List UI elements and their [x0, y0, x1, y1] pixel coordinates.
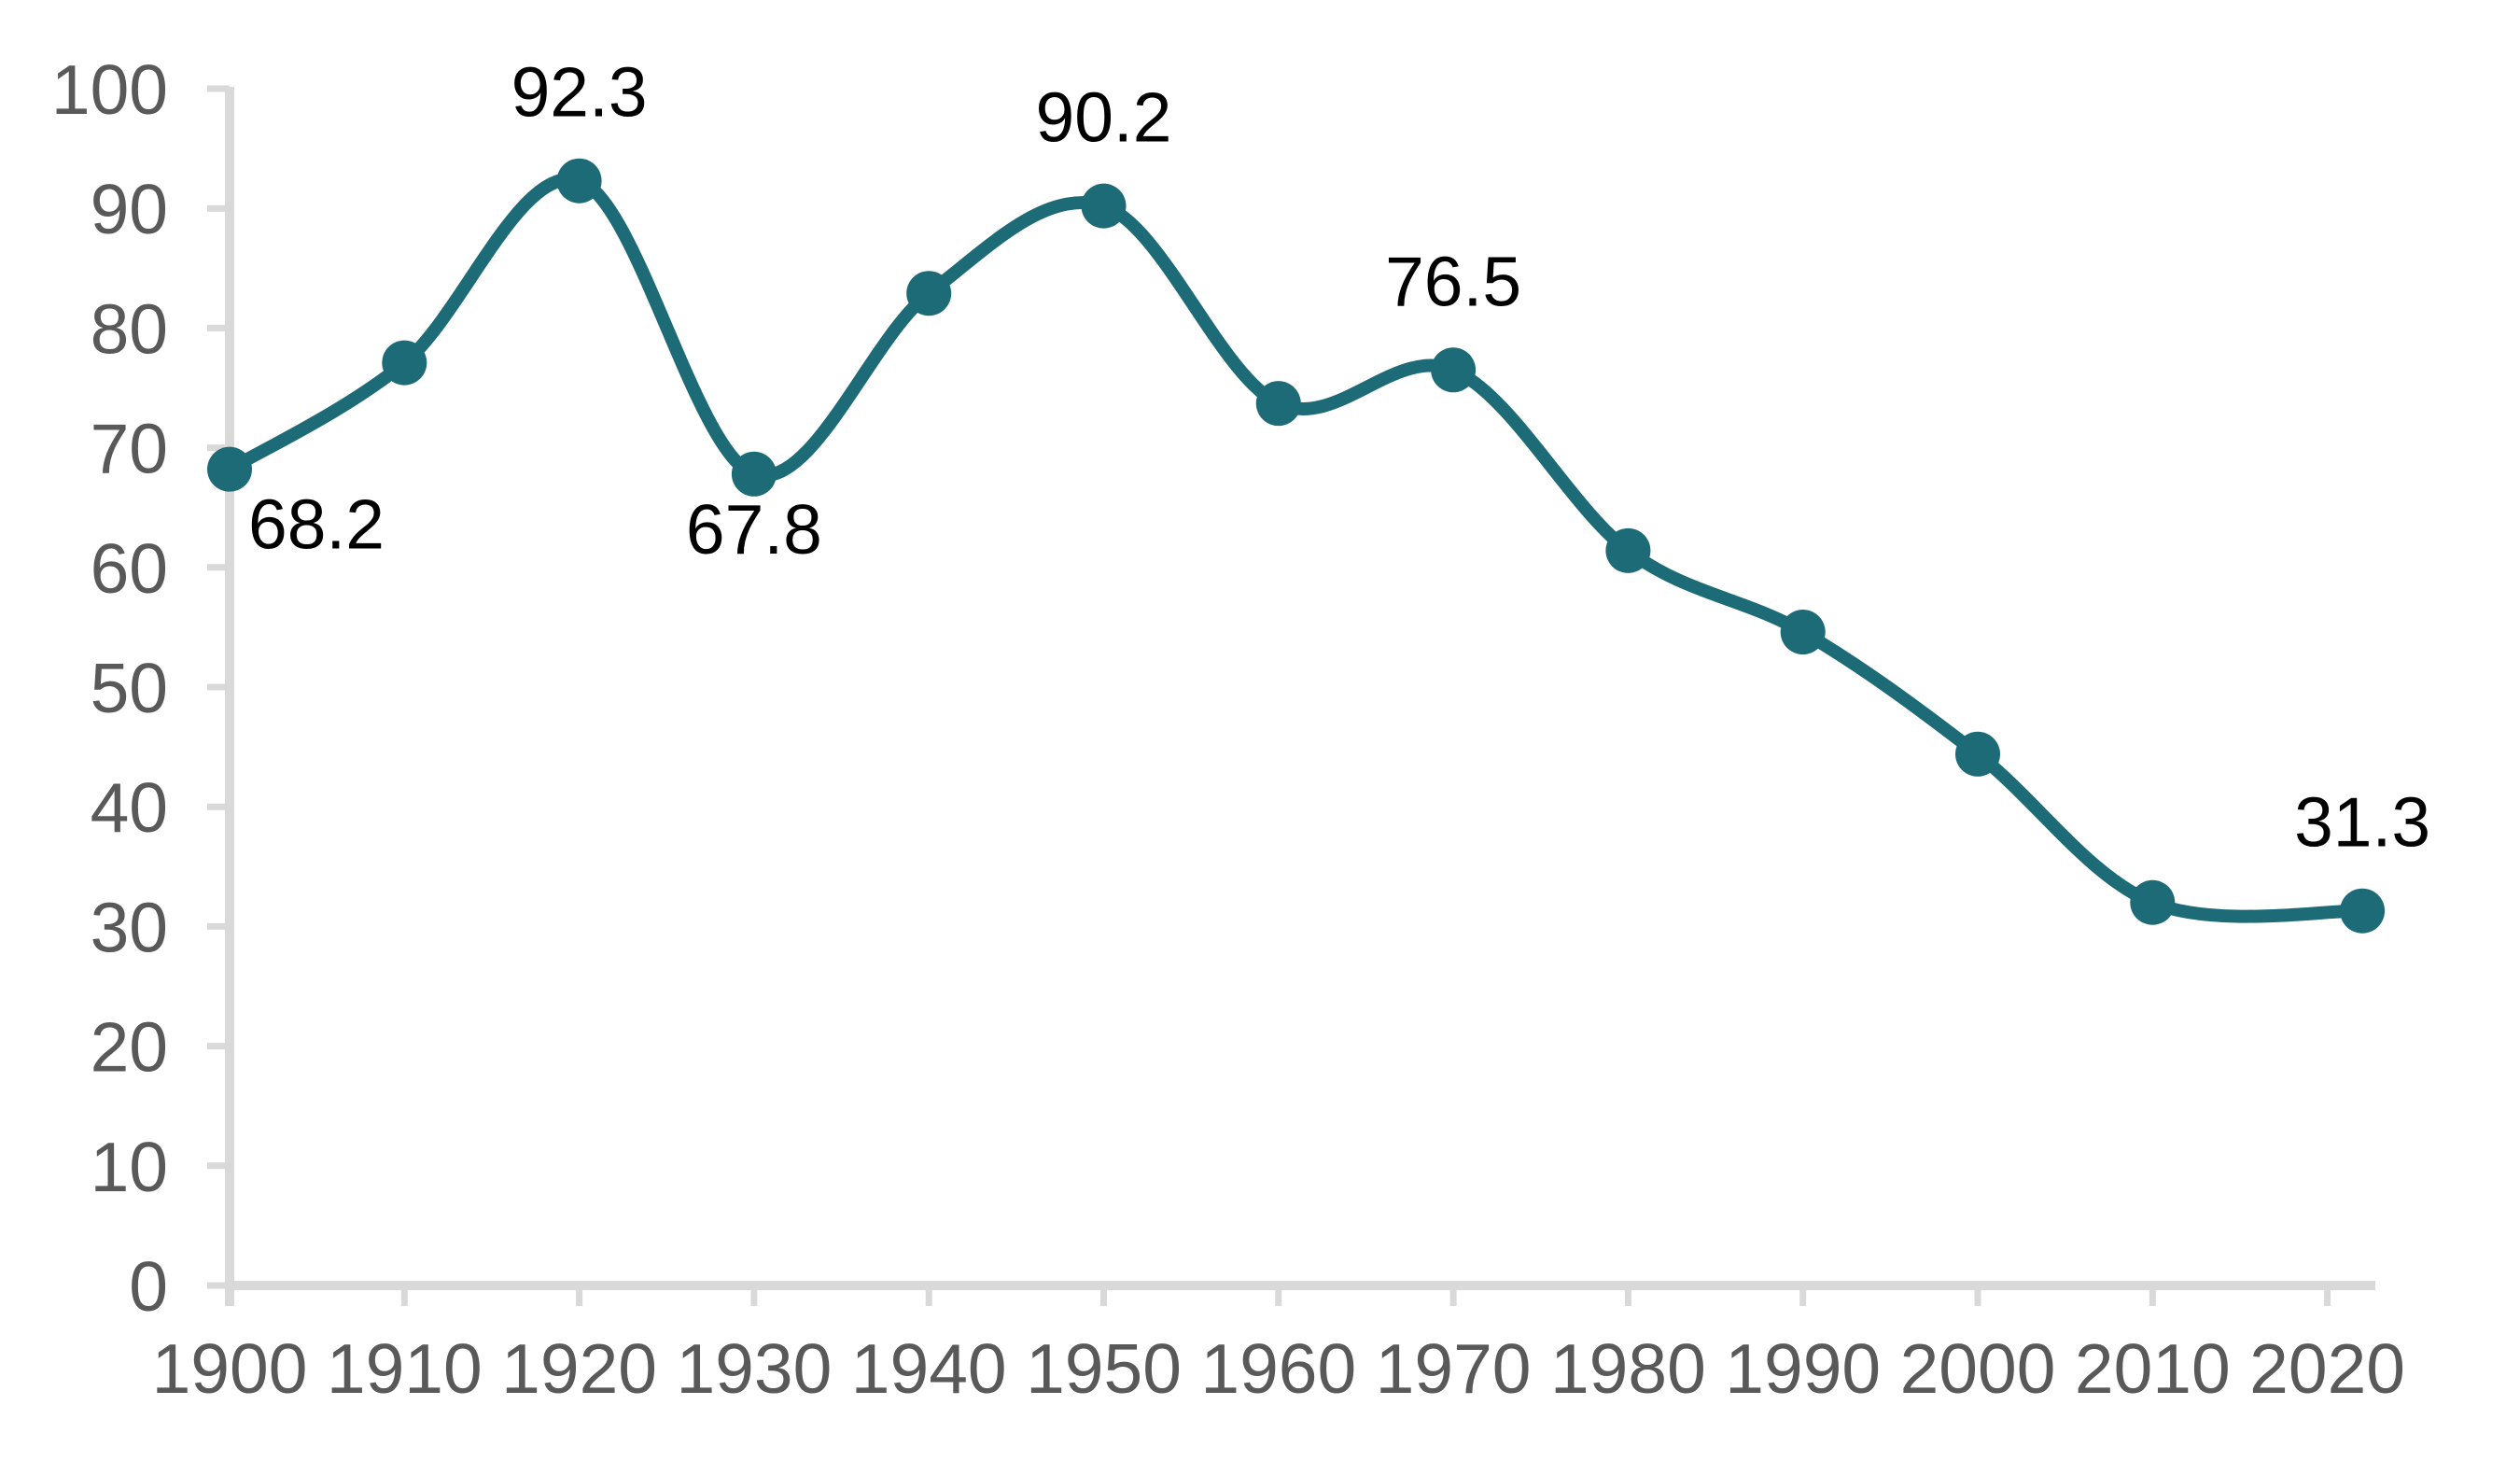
y-axis-tick-label: 50 — [91, 649, 168, 727]
x-axis-tick-label: 2020 — [2249, 1329, 2405, 1408]
data-label-2022: 31.3 — [2294, 783, 2430, 862]
data-point-1970 — [1431, 347, 1477, 393]
data-label-1900: 68.2 — [248, 485, 385, 564]
y-axis-tick-label: 30 — [91, 888, 168, 966]
data-label-1920: 92.3 — [511, 53, 648, 132]
x-axis-tick-label: 1910 — [327, 1329, 483, 1408]
data-point-1920 — [556, 158, 602, 204]
data-point-1950 — [1081, 183, 1127, 229]
x-axis-tick-label: 1950 — [1026, 1329, 1182, 1408]
data-point-2022 — [2340, 888, 2386, 934]
data-point-1940 — [906, 271, 952, 316]
x-axis-tick-label: 1990 — [1725, 1329, 1881, 1408]
series-line — [223, 173, 2370, 923]
y-axis-tick-label: 80 — [91, 289, 168, 368]
data-label-1970: 76.5 — [1385, 242, 1521, 320]
series-layer — [207, 158, 2386, 934]
y-axis-tick-label: 60 — [91, 529, 168, 608]
data-point-1930 — [731, 451, 777, 497]
data-point-2000 — [1955, 731, 2000, 777]
y-axis-tick-label: 10 — [91, 1128, 168, 1206]
data-point-1990 — [1780, 610, 1826, 655]
y-axis-tick-label: 20 — [91, 1008, 168, 1087]
data-point-1980 — [1605, 527, 1651, 573]
x-axis-tick-label: 2000 — [1900, 1329, 2056, 1408]
data-point-2010 — [2130, 879, 2176, 925]
x-axis-tick-label: 1900 — [152, 1329, 308, 1408]
data-point-1910 — [382, 340, 427, 386]
y-axis-tick-label: 70 — [91, 410, 168, 488]
x-axis-tick-label: 1930 — [676, 1329, 832, 1408]
x-axis-tick-label: 1980 — [1550, 1329, 1706, 1408]
data-label-1930: 67.8 — [686, 490, 822, 569]
data-point-1960 — [1255, 381, 1301, 427]
data-label-layer: 68.2 92.3 67.8 90.2 76.5 31.3 — [248, 53, 2430, 862]
data-point-1900 — [207, 446, 252, 492]
x-axis-tick-label: 1940 — [851, 1329, 1007, 1408]
data-label-1950: 90.2 — [1036, 78, 1172, 157]
x-axis-tick-label: 2010 — [2075, 1329, 2231, 1408]
x-axis-tick-label: 1960 — [1200, 1329, 1356, 1408]
x-axis-tick-label: 1970 — [1376, 1329, 1532, 1408]
y-axis-tick-label: 90 — [91, 170, 168, 248]
y-axis-tick-label: 40 — [91, 768, 168, 847]
y-axis-tick-label: 0 — [129, 1247, 168, 1326]
x-axis-tick-label: 1920 — [501, 1329, 657, 1408]
y-axis-tick-label: 100 — [51, 50, 168, 129]
